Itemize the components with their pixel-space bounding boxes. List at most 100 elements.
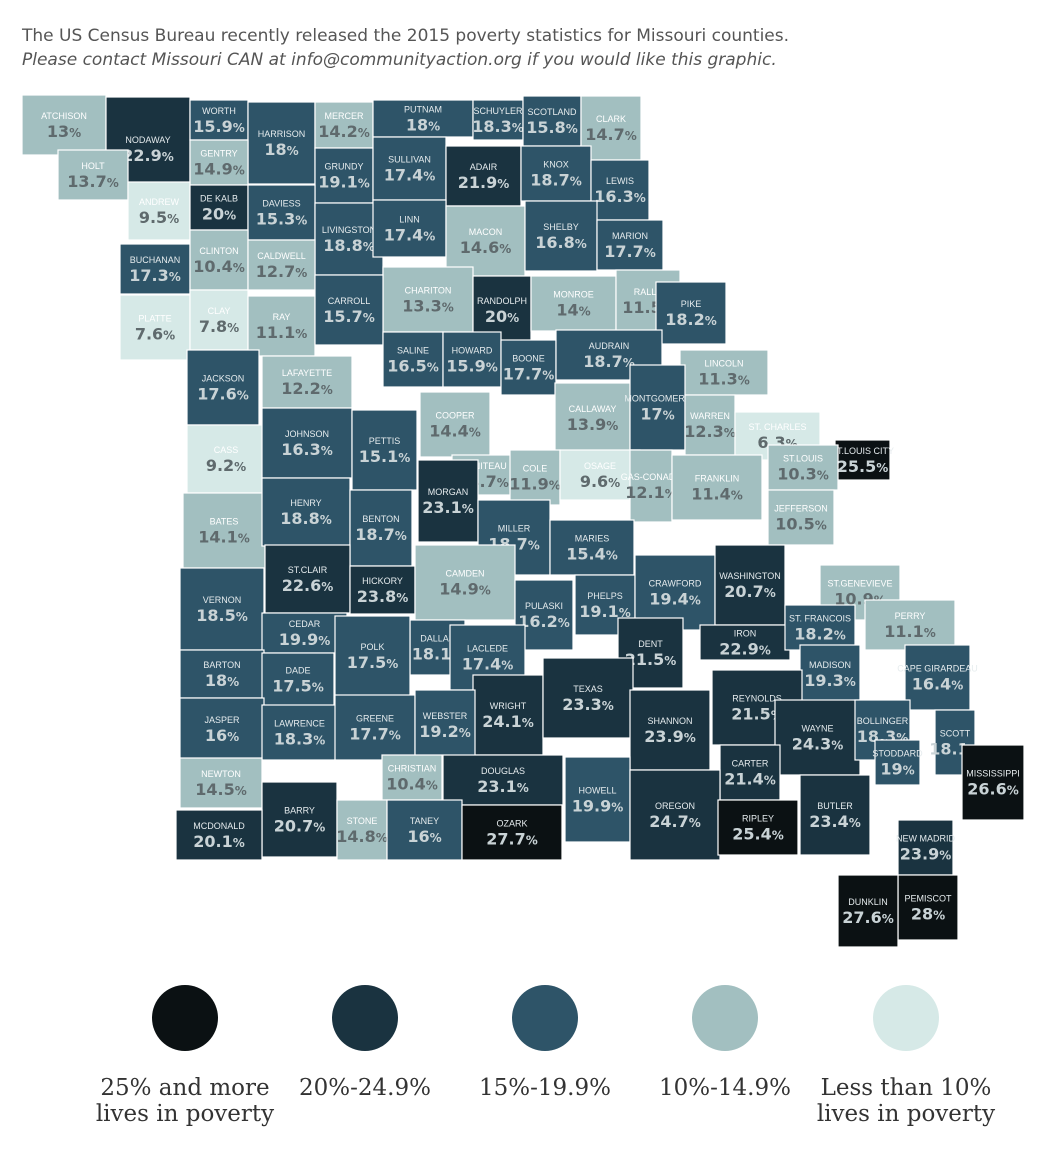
county-name-macon: MACON <box>469 227 503 237</box>
county-shape-iron <box>699 624 791 661</box>
county-shape-maries <box>549 519 635 576</box>
county-shape-webster <box>414 689 476 761</box>
county-value-boone: 17.7% <box>503 365 555 384</box>
county-name-montgomery: MONTGOMERY <box>624 394 690 404</box>
county-value-greene: 17.7% <box>349 725 401 744</box>
county-name-pettis: PETTIS <box>369 436 401 446</box>
county-name-perry: PERRY <box>895 611 926 621</box>
county-name-st-louis: ST.LOUIS <box>783 454 823 464</box>
county-value-taney: 16% <box>407 827 441 846</box>
county-name-oregon: OREGON <box>655 801 695 811</box>
county-name-sullivan: SULLIVAN <box>388 155 431 165</box>
county-value-butler: 23.4% <box>809 812 861 831</box>
county-value-callaway: 13.9% <box>567 415 619 434</box>
county-value-newton: 14.5% <box>195 780 247 799</box>
county-value-dent: 21.5% <box>625 650 677 669</box>
county-shape-howell <box>564 756 631 843</box>
county-value-andrew: 9.5% <box>139 208 179 227</box>
county-value-osage: 9.6% <box>580 472 620 491</box>
county-shape-polk <box>334 615 411 697</box>
county-shape-livingston <box>314 202 384 276</box>
county-value-pettis: 15.1% <box>359 447 411 466</box>
county-shape-jasper <box>179 697 265 761</box>
legend-label-under-10: Less than 10% lives in poverty <box>816 1075 996 1127</box>
county-name-dade: DADE <box>285 666 310 676</box>
county-name-saline: SALINE <box>397 346 429 356</box>
county-name-atchison: ATCHISON <box>41 111 87 121</box>
county-shape-barry <box>261 781 338 858</box>
county-name-pike: PIKE <box>681 299 702 309</box>
county-name-phelps: PHELPS <box>587 591 623 601</box>
county-name-lafayette: LAFAYETTE <box>282 368 332 378</box>
county-value-shannon: 23.9% <box>644 727 696 746</box>
county-name-iron: IRON <box>734 629 757 639</box>
county-shape-st-francois <box>784 604 856 651</box>
county-value-bates: 14.1% <box>198 528 250 547</box>
county-value-st-louis: 10.3% <box>777 465 829 484</box>
county-shape-mississippi <box>961 744 1025 821</box>
county-name-jackson: JACKSON <box>202 374 245 384</box>
county-value-st-louis-city: 25.5% <box>837 457 889 476</box>
county-shape-morgan <box>417 459 479 543</box>
county-name-ray: RAY <box>273 312 291 322</box>
county-name-caldwell: CALDWELL <box>257 251 306 261</box>
county-name-madison: MADISON <box>809 660 851 670</box>
county-shape-warren <box>684 394 736 456</box>
county-shape-mcdonald <box>175 809 263 861</box>
county-name-howell: HOWELL <box>578 786 616 796</box>
county-shape-howard <box>442 331 502 388</box>
county-shape-harrison <box>247 101 316 185</box>
county-value-polk: 17.5% <box>347 653 399 672</box>
county-shape-carroll <box>314 274 384 346</box>
county-shape-pemiscot <box>897 874 959 941</box>
county-value-saline: 16.5% <box>387 357 439 376</box>
county-name-shelby: SHELBY <box>543 222 579 232</box>
intro-line-2: Please contact Missouri CAN at info@comm… <box>22 50 777 70</box>
county-name-dent: DENT <box>638 639 663 649</box>
county-shape-wright <box>472 674 544 756</box>
county-name-pulaski: PULASKI <box>525 601 563 611</box>
county-shape-st-louis-city <box>834 439 891 481</box>
county-name-platte: PLATTE <box>138 314 171 324</box>
county-name-audrain: AUDRAIN <box>589 341 630 351</box>
county-value-sullivan: 17.4% <box>384 166 436 185</box>
county-name-polk: POLK <box>360 642 384 652</box>
county-value-warren: 12.3% <box>684 422 736 441</box>
county-name-stone: STONE <box>347 816 378 826</box>
county-name-scott: SCOTT <box>940 729 971 739</box>
county-shape-carter <box>719 744 781 801</box>
county-value-atchison: 13% <box>47 122 81 141</box>
